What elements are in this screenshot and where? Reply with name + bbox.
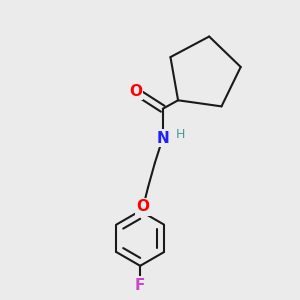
Text: H: H xyxy=(176,128,185,141)
Text: F: F xyxy=(135,278,146,293)
Text: N: N xyxy=(156,131,169,146)
Text: O: O xyxy=(136,200,150,214)
Text: O: O xyxy=(129,84,142,99)
